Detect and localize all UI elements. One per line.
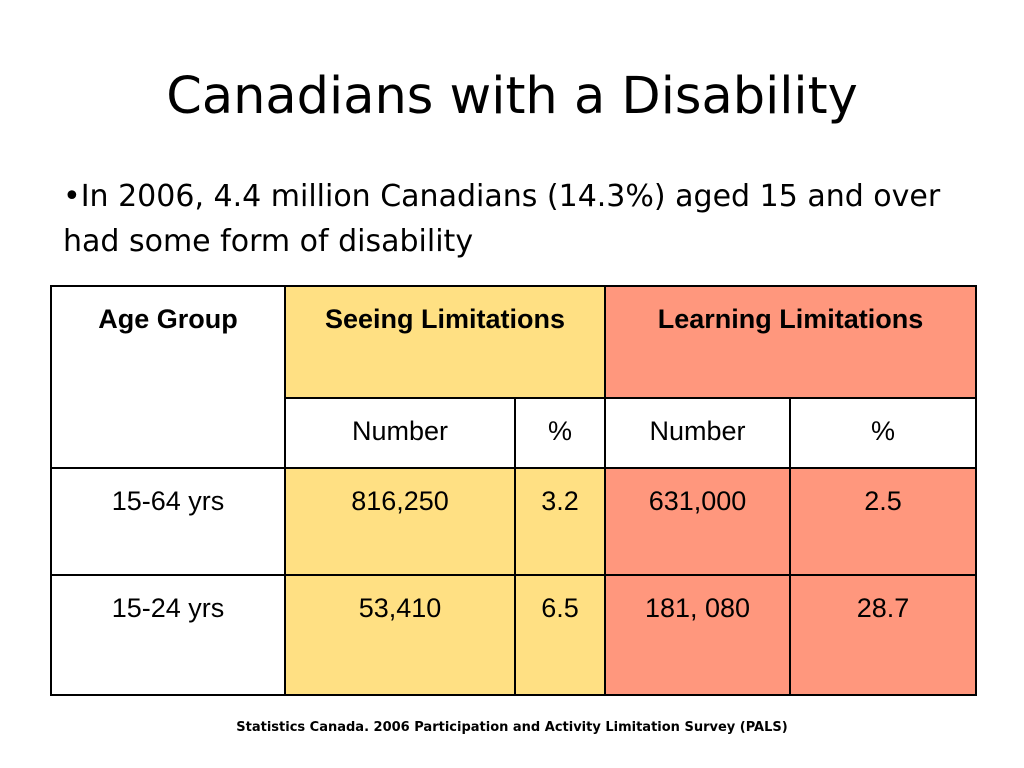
table-row: 15-64 yrs 816,250 3.2 631,000 2.5 (50, 467, 978, 576)
cell-learning-percent: 28.7 (789, 574, 978, 696)
header-learning-limitations: Learning Limitations (604, 285, 978, 399)
slide-title: Canadians with a Disability (166, 67, 858, 126)
header-age-group: Age Group (50, 285, 286, 469)
subheader-learning-number: Number (604, 397, 792, 469)
disability-table: Age Group Seeing Limitations Learning Li… (50, 285, 978, 696)
table-header-row: Age Group Seeing Limitations Learning Li… (50, 285, 978, 469)
subheader-learning-percent: % (789, 397, 978, 469)
cell-seeing-percent: 6.5 (513, 574, 607, 696)
header-seeing-limitations: Seeing Limitations (283, 285, 607, 399)
cell-seeing-percent: 3.2 (513, 467, 607, 576)
bullet-text: •In 2006, 4.4 million Canadians (14.3%) … (63, 179, 941, 259)
cell-age: 15-24 yrs (50, 574, 286, 696)
source-citation: Statistics Canada. 2006 Participation an… (236, 720, 788, 735)
cell-learning-number: 181, 080 (604, 574, 792, 696)
subheader-seeing-percent: % (513, 397, 607, 469)
cell-age: 15-64 yrs (50, 467, 286, 576)
cell-seeing-number: 53,410 (284, 574, 516, 696)
table-subheader-row: Number % Number % (51, 397, 978, 469)
cell-seeing-number: 816,250 (284, 467, 516, 576)
subheader-seeing-number: Number (284, 397, 516, 469)
cell-learning-percent: 2.5 (789, 467, 978, 576)
table-row: 15-24 yrs 53,410 6.5 181, 080 28.7 (50, 574, 978, 696)
cell-learning-number: 631,000 (604, 467, 792, 576)
